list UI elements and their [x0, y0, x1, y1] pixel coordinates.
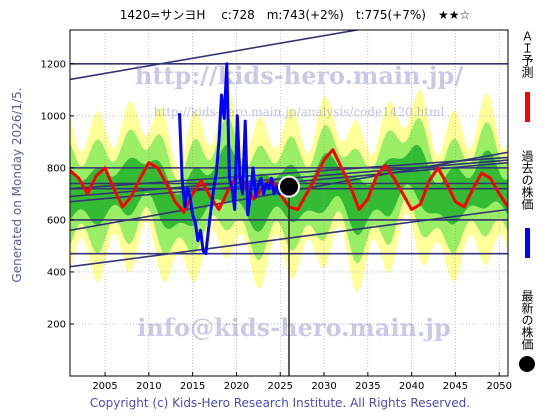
x-tick-label: 2035 — [355, 381, 380, 392]
legend-label-latest: 最新の株価 — [520, 290, 534, 350]
latest-price-marker — [278, 175, 300, 198]
legend-label-history: 過去の株価 — [520, 150, 534, 210]
legend-swatch-prediction — [516, 92, 546, 122]
legend-marker-latest — [516, 356, 546, 374]
watermark-url-small: http://kids-hero.main.jp/analysis/code14… — [154, 105, 445, 119]
legend-swatch-history — [516, 228, 546, 258]
trend-line — [70, 30, 362, 81]
y-tick-label: 400 — [47, 267, 66, 278]
x-tick-label: 2015 — [180, 381, 205, 392]
y-tick-label: 200 — [47, 319, 66, 330]
generated-date-label: Generated on Monday 2026/1/5. — [10, 87, 24, 283]
plot-area: http://kids-hero.main.jp/http://kids-her… — [70, 30, 508, 376]
x-tick-label: 2045 — [443, 381, 468, 392]
trend-line — [70, 156, 508, 190]
copyright-footer: Copyright (c) Kids-Hero Research Institu… — [89, 396, 471, 410]
y-tick-label: 800 — [47, 163, 66, 174]
legend-label-prediction: ＡＩ予測 — [520, 30, 534, 78]
watermark-email: info@kids-hero.main.jp — [137, 313, 451, 342]
x-tick-label: 2020 — [224, 381, 249, 392]
y-tick-label: 600 — [47, 215, 66, 226]
x-tick-label: 2005 — [92, 381, 117, 392]
y-tick-label: 1200 — [41, 59, 66, 70]
x-tick-label: 2050 — [487, 381, 512, 392]
plot-frame — [69, 29, 509, 377]
x-tick-label: 2040 — [399, 381, 424, 392]
chart-title: 1420=サンヨH c:728 m:743(+2%) t:775(+7%) ★★… — [119, 8, 471, 22]
x-tick-label: 2030 — [311, 381, 336, 392]
x-tick-label: 2025 — [268, 381, 293, 392]
watermark-url-large: http://kids-hero.main.jp/ — [135, 61, 463, 90]
y-tick-label: 1000 — [41, 111, 66, 122]
x-tick-label: 2010 — [136, 381, 161, 392]
history-line — [178, 62, 289, 256]
